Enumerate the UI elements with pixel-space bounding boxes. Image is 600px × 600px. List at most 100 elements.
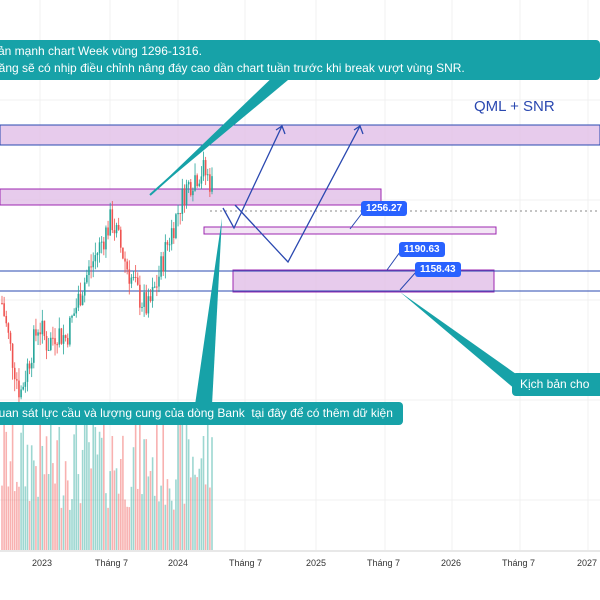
candle-body xyxy=(211,176,213,192)
price-label-1158: 1158.43 xyxy=(415,262,461,277)
volume-bar xyxy=(105,493,107,550)
candle-body xyxy=(124,258,126,262)
candle-body xyxy=(1,303,3,304)
candle-body xyxy=(41,320,44,335)
volume-bar xyxy=(141,494,143,550)
callout-right-pointer xyxy=(400,292,516,390)
volume-bar xyxy=(206,423,209,550)
candle-body xyxy=(100,241,103,243)
candle-body xyxy=(151,287,154,302)
volume-bar xyxy=(35,466,37,550)
candle-body xyxy=(158,276,160,287)
candle-body xyxy=(33,329,35,363)
volume-bar xyxy=(117,493,120,550)
x-tick-thang7-2023: Tháng 7 xyxy=(95,558,129,568)
volume-bar xyxy=(211,437,213,550)
candle-body xyxy=(64,335,67,338)
candle-body xyxy=(54,338,56,345)
candle-body xyxy=(204,160,207,176)
candle-body xyxy=(126,261,128,270)
candle-body xyxy=(187,182,190,185)
volume-bar xyxy=(160,485,162,550)
candle-body xyxy=(166,242,169,245)
candle-body xyxy=(92,261,95,268)
candle-body xyxy=(37,332,39,336)
grid xyxy=(0,0,600,550)
volume-bar xyxy=(136,488,139,550)
callout-top-line xyxy=(149,69,291,196)
candle-body xyxy=(77,293,80,308)
volume-bar xyxy=(164,504,167,550)
candle-body xyxy=(3,303,5,316)
candle-body xyxy=(168,244,171,246)
chart-title: QML + SNR xyxy=(474,98,555,115)
volume-bar xyxy=(13,491,16,550)
candle-body xyxy=(134,276,137,278)
candle-body xyxy=(47,349,50,351)
volume-bar xyxy=(54,483,56,550)
candle-body xyxy=(66,337,69,345)
candle-body xyxy=(111,209,114,231)
candle-body xyxy=(149,296,152,302)
volume-bar xyxy=(177,422,179,550)
candle-body xyxy=(69,317,71,345)
candle-body xyxy=(173,228,175,239)
volume-bar xyxy=(86,420,88,550)
x-tick-2025: 2025 xyxy=(306,558,327,568)
volume-bar xyxy=(58,426,61,550)
pointer-1158 xyxy=(399,271,417,291)
volume-bar xyxy=(81,449,84,550)
volume-bar xyxy=(168,488,171,550)
volume-bar xyxy=(28,500,31,550)
candle-body xyxy=(98,242,101,254)
candle-body xyxy=(145,292,148,314)
candle-body xyxy=(26,363,29,382)
volume-bar xyxy=(134,415,137,550)
volume-bars xyxy=(1,410,213,550)
candle-body xyxy=(62,335,65,344)
candle-body xyxy=(11,343,14,368)
candle-body xyxy=(83,282,86,296)
volume-bar xyxy=(1,485,3,550)
volume-bar xyxy=(103,410,105,550)
volume-bar xyxy=(62,495,65,550)
candle-body xyxy=(162,256,165,272)
candle-body xyxy=(141,306,143,308)
candle-body xyxy=(194,175,196,191)
candle-body xyxy=(105,227,107,250)
candle-body xyxy=(58,328,61,345)
candle-body xyxy=(39,332,41,335)
volume-bar xyxy=(47,474,50,550)
candle-body xyxy=(117,225,120,230)
candle-body xyxy=(130,277,133,284)
scenario-path-2 xyxy=(234,125,361,264)
candle-body xyxy=(202,160,205,177)
candle-body xyxy=(73,313,75,316)
volume-bar xyxy=(90,468,92,550)
volume-bar xyxy=(33,460,35,550)
x-tick-thang7-2024: Tháng 7 xyxy=(229,558,263,568)
volume-bar xyxy=(158,501,160,550)
price-label-1256: 1256.27 xyxy=(361,201,408,216)
volume-bar xyxy=(92,418,95,550)
x-tick-2027: 2027 xyxy=(577,558,598,568)
volume-bar xyxy=(175,479,177,550)
x-tick-thang7-2025: Tháng 7 xyxy=(367,558,401,568)
candle-body xyxy=(206,174,209,176)
candle-body xyxy=(35,329,37,336)
volume-bar xyxy=(183,503,186,550)
volume-bar xyxy=(7,486,10,550)
volume-bar xyxy=(20,432,22,550)
candle-body xyxy=(136,277,139,285)
candle-body xyxy=(7,323,10,333)
candle-body xyxy=(5,315,8,324)
candle-body xyxy=(86,275,88,283)
volume-bar xyxy=(143,439,145,550)
volume-bar xyxy=(124,499,126,550)
x-tick-2026: 2026 xyxy=(441,558,462,568)
volume-bar xyxy=(71,499,73,550)
candle-body xyxy=(200,176,203,184)
volume-bar xyxy=(16,481,18,550)
candle-body xyxy=(132,276,135,278)
volume-bar xyxy=(204,484,207,550)
